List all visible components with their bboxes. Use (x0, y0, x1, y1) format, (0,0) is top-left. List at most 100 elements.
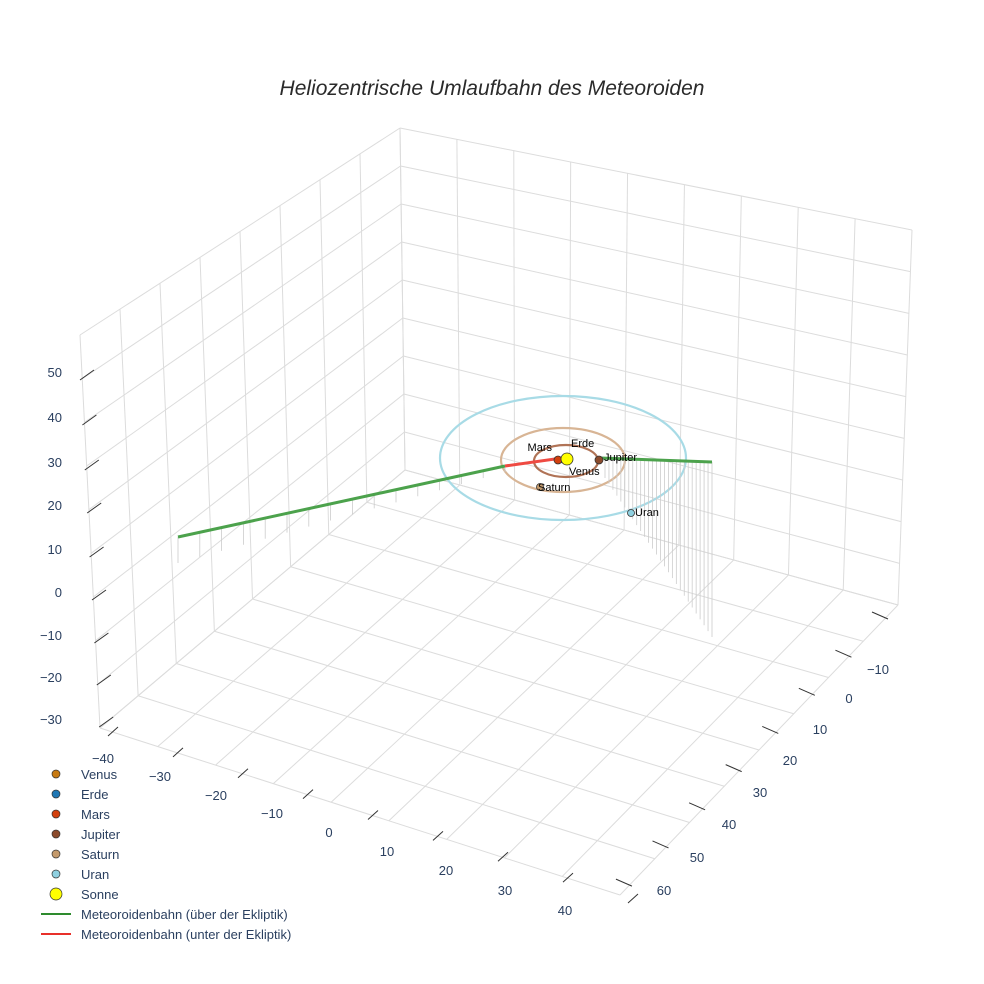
legend-marker-jupiter (51, 829, 61, 839)
right-wall-gridline (401, 203, 909, 314)
right-wall-gridline (678, 184, 685, 546)
x-tick-mark (302, 789, 314, 799)
planet-markers: Venus Erde Mars Jupiter Saturn Uran (528, 438, 659, 519)
trajectory-above-ecliptic (599, 456, 713, 464)
z-tick-mark (91, 589, 107, 601)
planet-label: Saturn (538, 482, 570, 494)
left-wall-gridline (279, 205, 292, 567)
right-wall-gridline (400, 165, 911, 273)
floor-gridline (214, 630, 725, 787)
right-wall-gridline (403, 393, 902, 523)
z-tick-mark (94, 632, 109, 644)
left-wall-gridline (239, 231, 253, 600)
left-wall-gridline (199, 257, 215, 632)
left-wall-gridline (79, 334, 101, 729)
x-tick-mark (237, 768, 249, 779)
left-wall-gridline (97, 431, 405, 685)
legend-marker-sonne (49, 887, 63, 901)
grid (79, 127, 913, 896)
legend-label[interactable]: Jupiter (81, 827, 121, 842)
floor-gridline (137, 695, 655, 860)
x-tick-mark (497, 851, 509, 862)
right-wall-gridline (513, 150, 516, 501)
planet-jupiter (594, 455, 604, 465)
left-wall-gridline (319, 179, 330, 535)
trajectory (177, 456, 713, 539)
y-tick-mark (835, 649, 852, 658)
z-tick-mark (89, 546, 104, 558)
z-tick-mark (84, 459, 100, 471)
legend-label[interactable]: Sonne (81, 887, 119, 902)
z-tick-label: 40 (48, 410, 62, 425)
right-wall-gridline (842, 218, 856, 591)
left-wall-gridline (81, 165, 401, 380)
z-tick-label: −10 (40, 628, 62, 643)
legend-marker-saturn (51, 849, 61, 859)
right-wall-gridline (733, 195, 742, 561)
y-tick-label: 20 (783, 753, 797, 768)
left-wall-gridline (119, 309, 139, 696)
planet-sonne (560, 452, 574, 466)
left-wall-gridline (99, 469, 406, 729)
planet-label: Erde (571, 438, 594, 450)
planet-label: Uran (635, 507, 659, 519)
left-wall-gridline (88, 279, 403, 511)
y-tick-label: −10 (867, 662, 889, 677)
left-wall-gridline (95, 393, 405, 642)
planet-uran (627, 509, 635, 517)
z-tick-label: −30 (40, 712, 62, 727)
legend-label[interactable]: Meteoroidenbahn (unter der Ekliptik) (81, 927, 291, 942)
x-tick-mark (107, 726, 119, 737)
legend-label[interactable]: Venus (81, 767, 118, 782)
x-tick-label: 30 (498, 883, 512, 898)
right-wall-gridline (404, 469, 899, 606)
x-tick-label: 10 (380, 844, 394, 859)
floor-gridline (252, 598, 760, 751)
legend-label[interactable]: Uran (81, 867, 109, 882)
z-tick-label: 0 (55, 585, 62, 600)
z-tick-label: 20 (48, 498, 62, 513)
planet-label: Venus (569, 466, 600, 478)
x-tick-mark (627, 893, 639, 904)
y-tick-mark (725, 764, 742, 773)
right-wall-gridline (399, 127, 913, 231)
legend-label[interactable]: Saturn (81, 847, 119, 862)
left-wall-gridline (90, 317, 404, 554)
legend-label[interactable]: Erde (81, 787, 108, 802)
planet-label: Jupiter (604, 452, 637, 464)
legend[interactable]: Venus Erde Mars Jupiter Saturn Uran Sonne Meteo… (41, 767, 291, 942)
legend-label[interactable]: Mars (81, 807, 110, 822)
left-wall-gridline (84, 203, 402, 423)
floor-gridline (176, 663, 690, 823)
y-tick-mark (688, 802, 706, 811)
z-tick-mark (86, 502, 102, 514)
planet-saturn (536, 483, 544, 491)
x-tick-label: −20 (205, 788, 227, 803)
x-tick-mark (432, 831, 444, 841)
z-tick-mark (96, 674, 112, 686)
y-tick-mark (762, 726, 779, 734)
y-tick-label: 0 (845, 691, 852, 706)
z-tick-mark (82, 414, 97, 426)
right-wall-gridline (787, 207, 799, 576)
x-tick-label: 0 (325, 825, 332, 840)
right-wall-gridline (399, 127, 406, 471)
x-tick-label: 40 (558, 903, 572, 918)
y-tick-label: 40 (722, 817, 736, 832)
y-tick-label: 60 (657, 883, 671, 898)
legend-marker-erde (51, 789, 61, 799)
y-tick-mark (615, 878, 633, 887)
left-wall-gridline (159, 283, 177, 664)
z-tick-mark (98, 716, 114, 728)
trajectory-below-ecliptic (504, 456, 563, 468)
left-wall-gridline (93, 355, 404, 598)
legend-label[interactable]: Meteoroidenbahn (über der Ekliptik) (81, 907, 288, 922)
z-tick-label: 10 (48, 542, 62, 557)
x-tick-mark (367, 810, 379, 820)
z-tick-label: −20 (40, 670, 62, 685)
x-tick-label: −30 (149, 769, 171, 784)
y-tick-mark (871, 611, 889, 620)
floor-gridline (290, 566, 794, 715)
right-wall-gridline (897, 229, 913, 606)
